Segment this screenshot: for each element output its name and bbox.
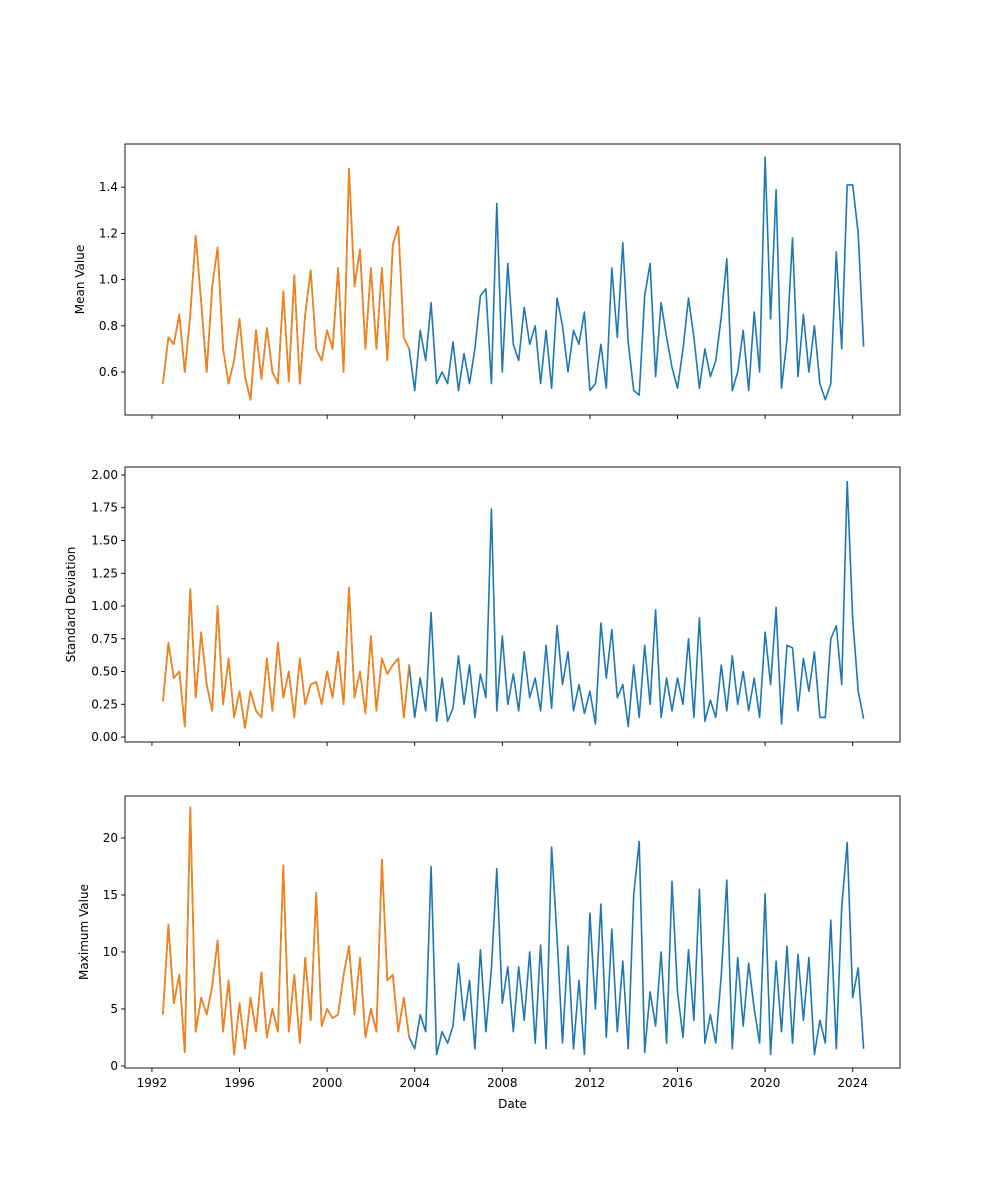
x-tick-label: 1992 [137,1076,168,1090]
axes-frame [124,466,901,743]
series-line-orange [162,167,410,401]
x-tick-label: 2016 [662,1076,693,1090]
y-tick-label: 1.00 [91,599,118,613]
x-tick-label: 1996 [224,1076,255,1090]
y-tick-label: 0.6 [99,365,118,379]
y-tick-label: 1.25 [91,566,118,580]
subplot-3: 0 5 10 15 20 Maximum Value 1992 1996 2000 2004 200… [77,795,901,1111]
subplot-2: 0.00 0.25 0.50 0.75 1.00 1.25 1.50 1.75 2.00 Stan… [64,466,901,746]
y-tick-label: 1.75 [91,501,118,515]
axes-frame [124,795,901,1069]
x-tick-label: 2008 [487,1076,518,1090]
y-axis-label: Maximum Value [77,884,91,980]
y-tick-label: 10 [103,945,118,959]
y-tick-label: 0.8 [99,319,118,333]
y-tick-label: 1.50 [91,533,118,547]
y-tick-label: 0.50 [91,665,118,679]
y-axis-label: Standard Deviation [64,547,78,663]
y-tick-label: 2.00 [91,468,118,482]
x-tick-label: 2024 [837,1076,868,1090]
series-line-orange [162,586,410,729]
series-line-blue [162,156,865,401]
y-tick-label: 1.0 [99,273,118,287]
x-axis-label: Date [498,1097,527,1111]
y-tick-label: 0 [110,1059,118,1073]
x-tick-label: 2012 [575,1076,606,1090]
subplot-1: 0.6 0.8 1.0 1.2 1.4 Mean Value [73,143,901,419]
y-tick-label: 1.2 [99,226,118,240]
y-tick-label: 0.75 [91,632,118,646]
y-tick-label: 5 [110,1002,118,1016]
y-tick-label: 15 [103,888,118,902]
x-tick-label: 2000 [312,1076,343,1090]
y-axis-label: Mean Value [73,245,87,314]
y-tick-label: 1.4 [99,180,118,194]
y-tick-label: 0.00 [91,730,118,744]
y-tick-label: 20 [103,831,118,845]
x-tick-label: 2004 [399,1076,430,1090]
x-tick-label: 2020 [750,1076,781,1090]
series-line-blue [162,480,865,729]
series-line-orange [162,806,410,1056]
y-tick-label: 0.25 [91,697,118,711]
series-line-blue [162,806,865,1056]
